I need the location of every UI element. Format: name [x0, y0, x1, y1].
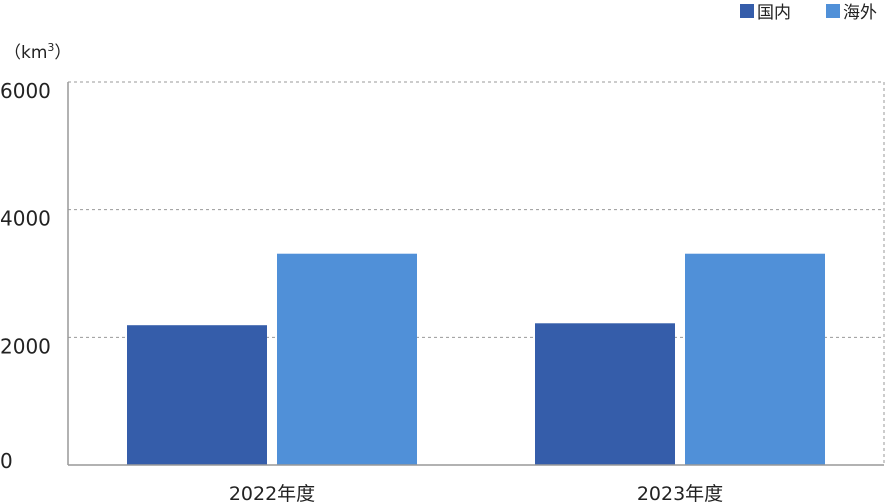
y-tick-label: 0	[0, 449, 13, 473]
legend: 国内 海外	[740, 3, 877, 23]
bar-domestic-1	[535, 323, 675, 465]
y-tick-label: 2000	[0, 334, 51, 358]
y-tick-label: 6000	[0, 79, 51, 103]
legend-swatch	[740, 4, 754, 18]
bar-layer	[127, 253, 825, 465]
y-unit-label: （km3）	[4, 41, 71, 63]
legend-swatch	[826, 4, 840, 18]
bar-overseas-1	[685, 253, 825, 465]
legend-label: 国内	[757, 3, 791, 23]
label-layer: 0 2000 4000 6000 2022年度 2023年度 （km3）	[0, 41, 723, 504]
y-tick-label: 4000	[0, 207, 51, 231]
legend-label: 海外	[843, 3, 877, 23]
x-category-label: 2022年度	[229, 483, 315, 504]
bar-domestic-0	[127, 325, 267, 465]
bar-overseas-0	[277, 253, 417, 465]
axis-layer	[67, 82, 884, 466]
x-category-label: 2023年度	[637, 483, 723, 504]
